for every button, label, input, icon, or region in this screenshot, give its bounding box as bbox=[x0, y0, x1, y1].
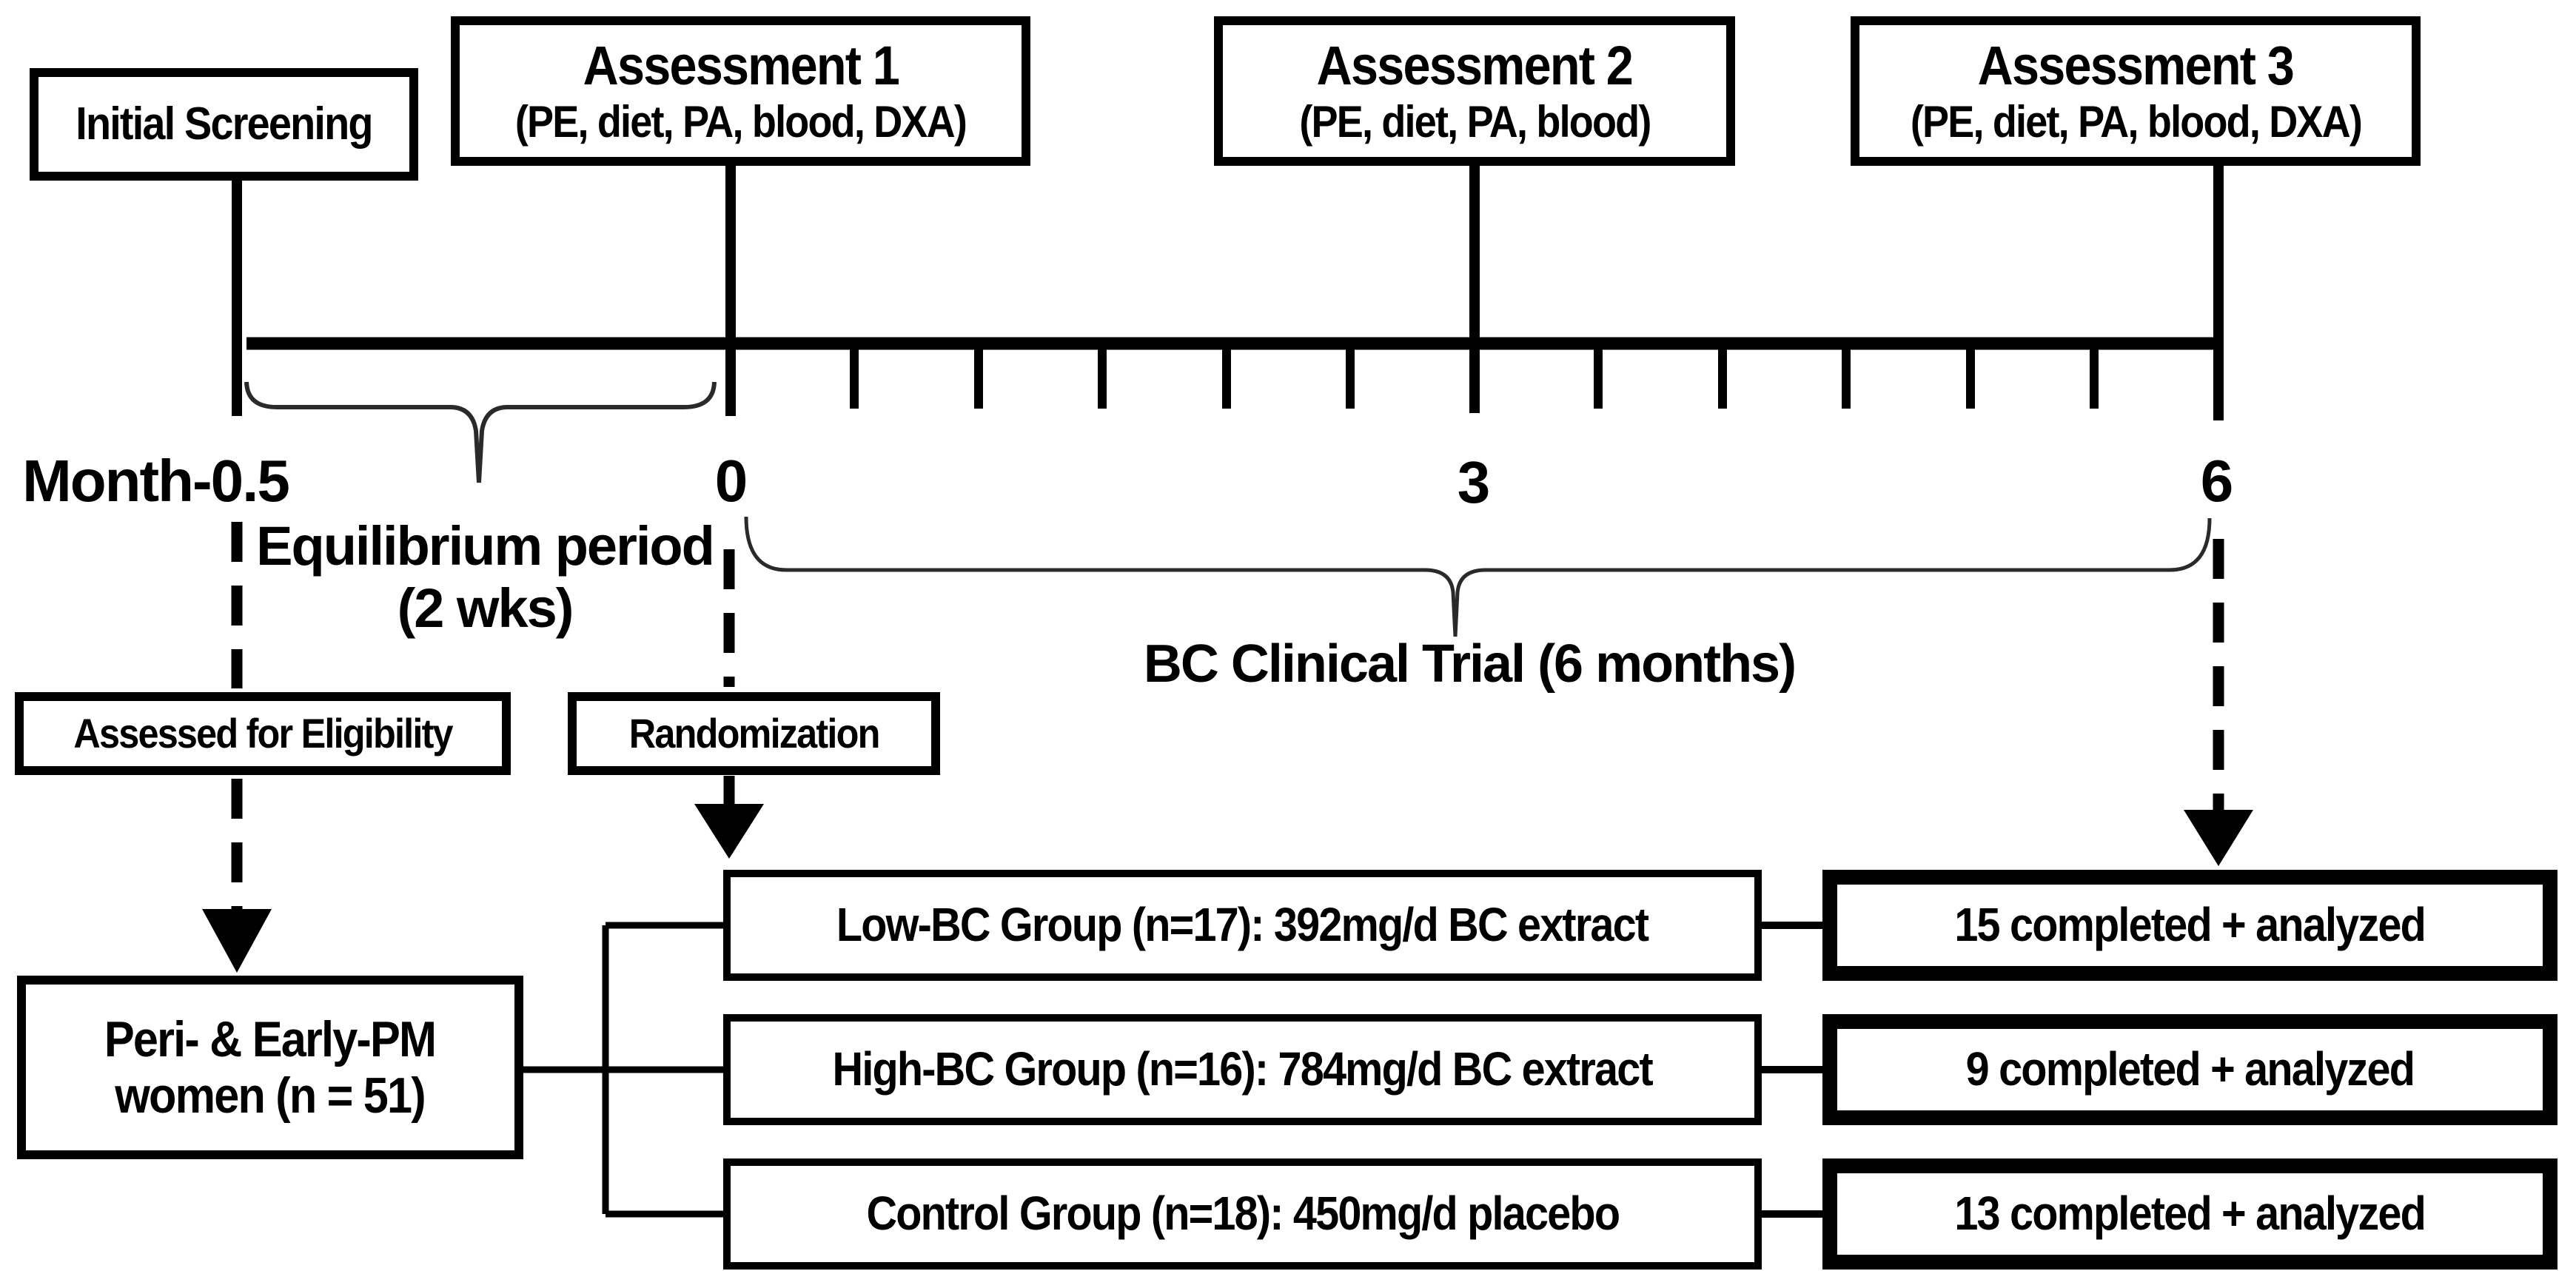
initial-screening-box: Initial Screening bbox=[30, 68, 418, 181]
timeline-tick-label-3: 3 bbox=[1457, 449, 1491, 515]
eligibility-box: Assessed for Eligibility bbox=[15, 692, 511, 775]
trial-duration-label: BC Clinical Trial (6 months) bbox=[1143, 634, 1797, 694]
group-control-label: Control Group (n=18): 450mg/d placebo bbox=[866, 1187, 1620, 1241]
population-line1: Peri- & Early-PM bbox=[104, 1010, 437, 1067]
equilibrium-period-label: Equilibrium period (2 wks) bbox=[244, 515, 725, 640]
randomization-label: Randomization bbox=[628, 709, 881, 757]
group-low-label: Low-BC Group (n=17): 392mg/d BC extract bbox=[836, 898, 1649, 952]
outcome-low-box: 15 completed + analyzed bbox=[1822, 870, 2557, 981]
assessment1-measures: (PE, diet, PA, blood, DXA) bbox=[514, 96, 967, 147]
equilibrium-period-line1: Equilibrium period bbox=[256, 515, 715, 577]
equilibrium-brace bbox=[244, 381, 717, 483]
assessment1-box: Assessment 1 (PE, diet, PA, blood, DXA) bbox=[451, 16, 1030, 166]
assessment2-box: Assessment 2 (PE, diet, PA, blood) bbox=[1214, 16, 1735, 166]
population-line2: women (n = 51) bbox=[115, 1067, 426, 1124]
outcome-low-label: 15 completed + analyzed bbox=[1954, 898, 2426, 952]
outcome-control-box: 13 completed + analyzed bbox=[1822, 1158, 2557, 1270]
group-low-box: Low-BC Group (n=17): 392mg/d BC extract bbox=[723, 870, 1762, 981]
assessment3-box: Assessment 3 (PE, diet, PA, blood, DXA) bbox=[1851, 16, 2421, 166]
assessment2-measures: (PE, diet, PA, blood) bbox=[1298, 96, 1651, 147]
eligibility-arrowhead bbox=[202, 909, 272, 973]
outcome-high-label: 9 completed + analyzed bbox=[1965, 1042, 2415, 1096]
equilibrium-period-line2: (2 wks) bbox=[397, 577, 574, 639]
initial-screening-label: Initial Screening bbox=[76, 98, 373, 150]
randomization-box: Randomization bbox=[568, 692, 940, 775]
timeline-tick-label-0: 0 bbox=[714, 448, 748, 514]
month6-arrowhead bbox=[2184, 810, 2253, 866]
trial-brace bbox=[744, 516, 2212, 637]
population-box: Peri- & Early-PM women (n = 51) bbox=[17, 976, 523, 1159]
tick-marks bbox=[850, 343, 2099, 409]
randomization-arrowhead bbox=[694, 804, 764, 859]
timeline-start-label: Month-0.5 bbox=[22, 448, 290, 514]
outcome-control-label: 13 completed + analyzed bbox=[1954, 1187, 2426, 1241]
eligibility-label: Assessed for Eligibility bbox=[73, 709, 453, 757]
group-high-box: High-BC Group (n=16): 784mg/d BC extract bbox=[723, 1014, 1762, 1125]
group-high-label: High-BC Group (n=16): 784mg/d BC extract bbox=[832, 1042, 1654, 1096]
assessment1-title: Assessment 1 bbox=[583, 34, 899, 96]
group-control-box: Control Group (n=18): 450mg/d placebo bbox=[723, 1158, 1762, 1270]
assessment3-measures: (PE, diet, PA, blood, DXA) bbox=[1910, 96, 2362, 147]
assessment2-title: Assessment 2 bbox=[1316, 34, 1634, 96]
assessment3-title: Assessment 3 bbox=[1977, 34, 2295, 96]
outcome-high-box: 9 completed + analyzed bbox=[1822, 1014, 2557, 1125]
timeline-tick-label-6: 6 bbox=[2200, 448, 2234, 514]
